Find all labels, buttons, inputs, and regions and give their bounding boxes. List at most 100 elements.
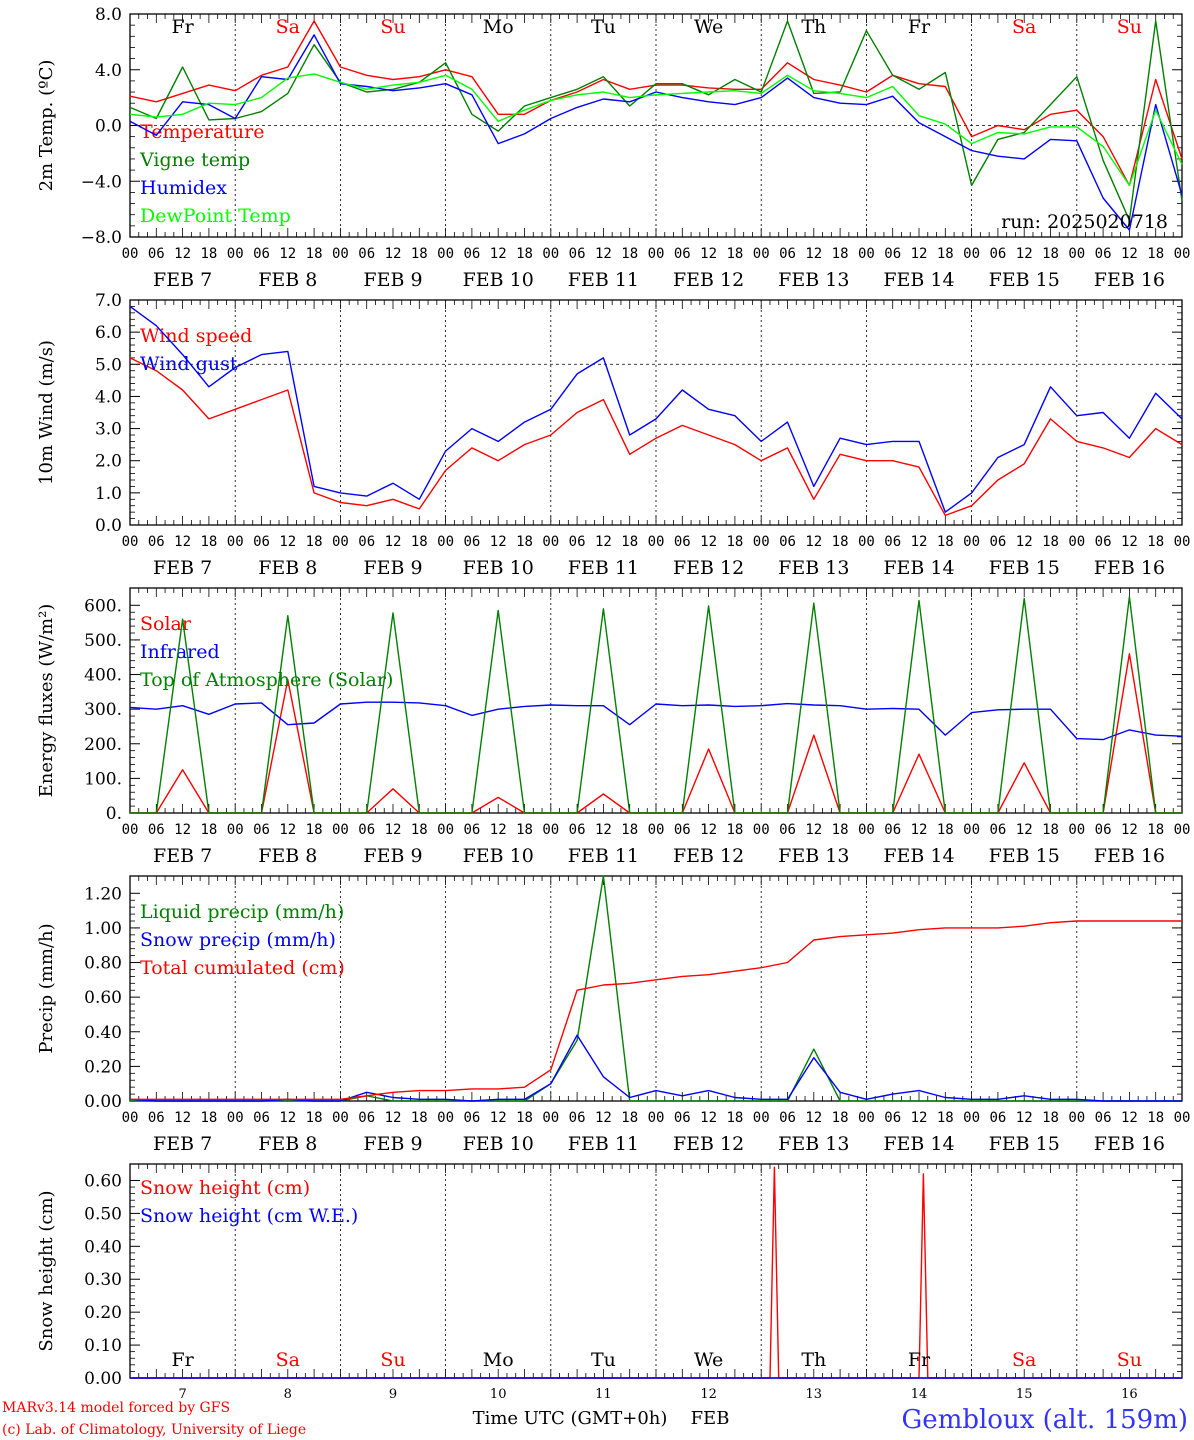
hour-tick-label: 06 <box>148 1110 165 1126</box>
hour-tick-label: 06 <box>779 534 796 550</box>
hour-tick-label: 00 <box>122 246 139 262</box>
hour-tick-label: 00 <box>227 822 244 838</box>
hour-tick-label: 00 <box>1068 1110 1085 1126</box>
y-tick-label: 2.0 <box>95 452 122 472</box>
y-tick-label: 0.40 <box>84 1237 122 1257</box>
hour-tick-label: 00 <box>753 534 770 550</box>
hour-tick-label: 18 <box>832 246 849 262</box>
hour-tick-label: 12 <box>279 1110 296 1126</box>
hour-tick-label: 12 <box>1121 822 1138 838</box>
y-tick-label: 3.0 <box>95 420 122 440</box>
hour-tick-label: 06 <box>779 822 796 838</box>
y-tick-label: 0.80 <box>84 954 122 974</box>
date-label: FEB 15 <box>989 269 1060 291</box>
hour-tick-label: 12 <box>805 822 822 838</box>
hour-tick-label: 18 <box>726 1110 743 1126</box>
hour-tick-label: 18 <box>516 246 533 262</box>
hour-tick-label: 00 <box>858 1110 875 1126</box>
date-label: FEB 15 <box>989 845 1060 867</box>
hour-tick-label: 06 <box>253 246 270 262</box>
y-tick-label: 1.0 <box>95 484 122 504</box>
x-axis-title: Time UTC (GMT+0h) <box>473 1408 668 1429</box>
legend-entry: Wind gust <box>140 353 238 375</box>
series-line-temperature <box>129 20 1183 187</box>
hour-tick-label: 00 <box>542 246 559 262</box>
hour-tick-label: 06 <box>148 822 165 838</box>
y-tick-label: 7.0 <box>95 291 122 311</box>
hour-tick-label: 12 <box>1121 246 1138 262</box>
legend-entry: Temperature <box>140 121 264 143</box>
hour-tick-label: 18 <box>832 534 849 550</box>
hour-tick-label: 06 <box>1095 822 1112 838</box>
hour-tick-label: 18 <box>726 246 743 262</box>
hour-tick-label: 18 <box>411 246 428 262</box>
footer-lab-credit: (c) Lab. of Climatology, University of L… <box>2 1422 306 1438</box>
series-line-infrared <box>129 701 1183 741</box>
y-tick-label: 4.0 <box>95 61 122 81</box>
hour-tick-label: 00 <box>227 246 244 262</box>
date-label: FEB 7 <box>153 845 212 867</box>
hour-tick-label: 00 <box>648 534 665 550</box>
date-label: FEB 8 <box>258 845 317 867</box>
hour-tick-label: 00 <box>753 246 770 262</box>
hour-tick-label: 06 <box>884 822 901 838</box>
y-tick-label: 0.30 <box>84 1270 122 1290</box>
weekday-label: Tu <box>591 16 616 38</box>
hour-tick-label: 18 <box>306 534 323 550</box>
date-label: FEB 9 <box>363 557 422 579</box>
legend-entry: Snow precip (mm/h) <box>140 929 336 951</box>
hour-tick-label: 18 <box>621 246 638 262</box>
date-label: FEB 15 <box>989 1133 1060 1155</box>
date-label: FEB 14 <box>883 557 954 579</box>
weekday-label: Tu <box>591 1349 616 1371</box>
hour-tick-label: 06 <box>779 1110 796 1126</box>
series-line-total-cumulated-cm- <box>130 920 1182 1101</box>
series-line-top-of-atmosphere-solar- <box>130 596 1182 814</box>
hour-tick-label: 18 <box>1147 822 1164 838</box>
legend-entry: Total cumulated (cm) <box>140 957 345 979</box>
hour-tick-label: 12 <box>279 534 296 550</box>
weekday-label: Su <box>1117 16 1142 38</box>
day-number-label: 16 <box>1121 1387 1138 1402</box>
hour-tick-label: 06 <box>1095 1110 1112 1126</box>
y-tick-label: 5.0 <box>95 355 122 375</box>
hour-tick-label: 12 <box>595 822 612 838</box>
weekday-label: We <box>694 16 723 38</box>
legend-entry: Infrared <box>140 641 220 663</box>
day-number-label: 10 <box>490 1387 507 1402</box>
hour-tick-label: 18 <box>200 1110 217 1126</box>
date-label: FEB 14 <box>883 269 954 291</box>
y-tick-label: 0. <box>106 804 122 824</box>
date-label: FEB 11 <box>568 845 639 867</box>
y-tick-label: 300. <box>84 700 122 720</box>
hour-tick-label: 18 <box>937 1110 954 1126</box>
hour-tick-label: 00 <box>963 1110 980 1126</box>
hour-tick-label: 18 <box>306 822 323 838</box>
hour-tick-label: 00 <box>542 822 559 838</box>
hour-tick-label: 06 <box>1095 534 1112 550</box>
hour-tick-label: 06 <box>358 534 375 550</box>
hour-tick-label: 06 <box>884 246 901 262</box>
hour-tick-label: 18 <box>621 822 638 838</box>
day-number-label: 9 <box>389 1387 397 1402</box>
series-line-humidex <box>129 34 1183 231</box>
date-label: FEB 12 <box>673 557 744 579</box>
day-number-label: 15 <box>1016 1387 1033 1402</box>
y-tick-label: 0.20 <box>84 1057 122 1077</box>
hour-tick-label: 06 <box>884 1110 901 1126</box>
weekday-label: Fr <box>908 16 931 38</box>
hour-tick-label: 18 <box>516 534 533 550</box>
date-label: FEB 15 <box>989 557 1060 579</box>
weekday-label: Su <box>380 16 405 38</box>
hour-tick-label: 06 <box>463 246 480 262</box>
hour-tick-label: 12 <box>490 822 507 838</box>
y-axis-title: Precip (mm/h) <box>36 923 57 1053</box>
weekday-label: Sa <box>1012 1349 1036 1371</box>
weekday-label: Fr <box>171 16 194 38</box>
series-line-dewpoint-temp <box>129 73 1183 187</box>
legend-entry: Snow height (cm) <box>140 1177 310 1199</box>
y-tick-label: 100. <box>84 769 122 789</box>
hour-tick-label: 00 <box>227 534 244 550</box>
hour-tick-label: 18 <box>1042 534 1059 550</box>
hour-tick-label: 00 <box>437 246 454 262</box>
